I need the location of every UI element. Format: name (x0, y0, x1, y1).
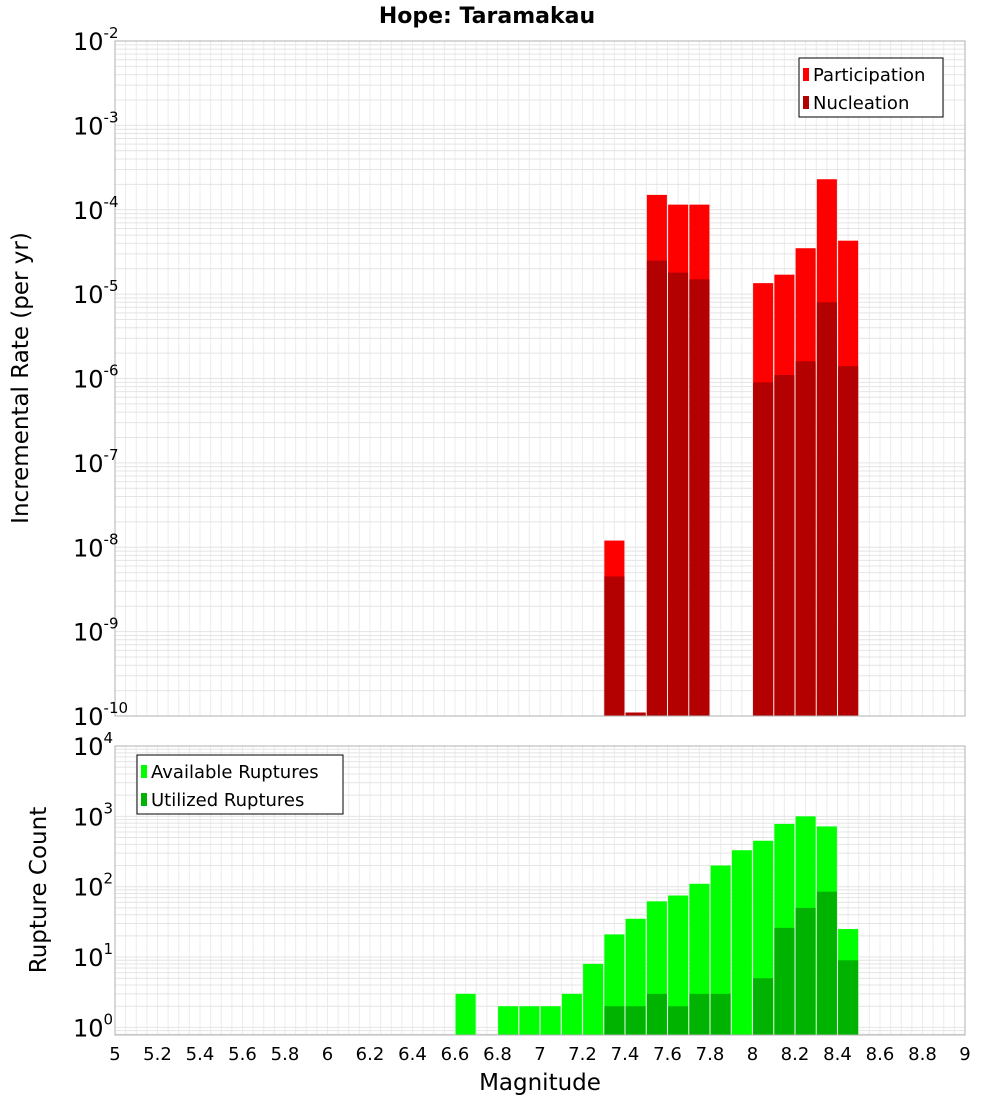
legend-swatch (803, 68, 809, 81)
bar (604, 576, 625, 716)
bar (689, 279, 710, 716)
bar (795, 361, 816, 716)
bar (455, 993, 476, 1035)
bar (774, 927, 795, 1035)
y-tick-label: 102 (73, 870, 113, 902)
bar (646, 260, 667, 716)
x-tick-label: 6.6 (441, 1044, 470, 1065)
legend-swatch (141, 765, 147, 778)
bar (838, 960, 859, 1035)
bar (646, 993, 667, 1035)
y-tick-label: 10-2 (73, 24, 119, 56)
y-tick-label: 10-7 (73, 446, 119, 478)
bar (753, 382, 774, 716)
x-tick-label: 7.8 (696, 1044, 725, 1065)
bar (795, 907, 816, 1035)
bar (731, 850, 752, 1035)
bar (604, 1006, 625, 1035)
x-tick-label: 6.4 (398, 1044, 427, 1065)
y-tick-label: 10-9 (73, 615, 119, 647)
bar (668, 272, 689, 716)
series-nucleation (604, 260, 859, 716)
x-tick-label: 5.8 (271, 1044, 300, 1065)
bar (519, 1006, 540, 1035)
x-gridlines (114, 746, 966, 1035)
y-tick-label: 10-4 (73, 193, 119, 225)
bar (668, 1006, 689, 1035)
y-tick-label: 10-10 (73, 699, 128, 731)
y-tick-label: 10-8 (73, 530, 119, 562)
bar (583, 963, 604, 1035)
bar (625, 918, 646, 1035)
x-tick-label: 7 (534, 1044, 545, 1065)
x-tick-label: 6 (322, 1044, 333, 1065)
bar (540, 1006, 561, 1035)
x-tick-label: 8.2 (781, 1044, 810, 1065)
legend-label: Utilized Ruptures (151, 790, 304, 811)
bar (689, 993, 710, 1035)
bar (838, 366, 859, 716)
y-tick-label: 101 (73, 940, 113, 972)
x-tick-label: 8.8 (908, 1044, 937, 1065)
bar (816, 302, 837, 716)
x-tick-label: 5 (109, 1044, 120, 1065)
y-tick-label: 104 (73, 729, 113, 761)
y-tick-label: 10-6 (73, 362, 119, 394)
x-tick-label: 8 (747, 1044, 758, 1065)
x-tick-label: 8.4 (823, 1044, 852, 1065)
bar (774, 375, 795, 716)
bar (816, 891, 837, 1035)
bar (498, 1006, 519, 1035)
bar (710, 993, 731, 1035)
chart-title: Hope: Taramakau (379, 4, 595, 29)
x-tick-label: 7.4 (611, 1044, 640, 1065)
x-tick-label: 5.2 (143, 1044, 172, 1065)
bar (753, 978, 774, 1035)
legend-label: Participation (813, 65, 925, 86)
x-tick-label: 8.6 (866, 1044, 895, 1065)
legend-label: Nucleation (813, 93, 909, 114)
bar (710, 865, 731, 1035)
bar (561, 993, 582, 1035)
x-tick-label: 7.6 (653, 1044, 682, 1065)
y-tick-label: 10-3 (73, 108, 119, 140)
rate-y-axis-label: Incremental Rate (per yr) (8, 232, 34, 524)
x-tick-label: 6.8 (483, 1044, 512, 1065)
bar (668, 895, 689, 1035)
y-tick-label: 10-5 (73, 277, 119, 309)
x-tick-label: 6.2 (356, 1044, 385, 1065)
legend: Available Ruptures Utilized Ruptures (136, 754, 344, 815)
rupture-count-panel: 100 101 102 103 104 5 5.2 5.4 5.6 5.8 6 6.2 6.4 6.6 6.… (73, 729, 971, 1065)
legend-label: Available Ruptures (151, 762, 319, 783)
x-tick-labels: 5 5.2 5.4 5.6 5.8 6 6.2 6.4 6.6 6.8 7 7.2 7.4 7.6 7.8 8… (109, 1044, 970, 1065)
count-y-axis-label: Rupture Count (26, 807, 52, 973)
x-tick-label: 9 (959, 1044, 970, 1065)
x-tick-label: 5.4 (186, 1044, 215, 1065)
legend-swatch (803, 96, 809, 109)
y-tick-label: 100 (73, 1010, 113, 1042)
bar (625, 712, 646, 716)
x-tick-label: 5.6 (228, 1044, 257, 1065)
y-tick-label: 103 (73, 799, 113, 831)
series-utilized-ruptures (604, 891, 859, 1035)
x-tick-label: 7.2 (568, 1044, 597, 1065)
legend-swatch (141, 793, 147, 806)
x-axis-label: Magnitude (479, 1070, 601, 1096)
bar (625, 1006, 646, 1035)
legend: Participation Nucleation (798, 57, 944, 118)
rate-panel: 10-10 10-9 10-8 10-7 10-6 10-5 10-4 10-3 10-2 Par… (73, 24, 966, 731)
